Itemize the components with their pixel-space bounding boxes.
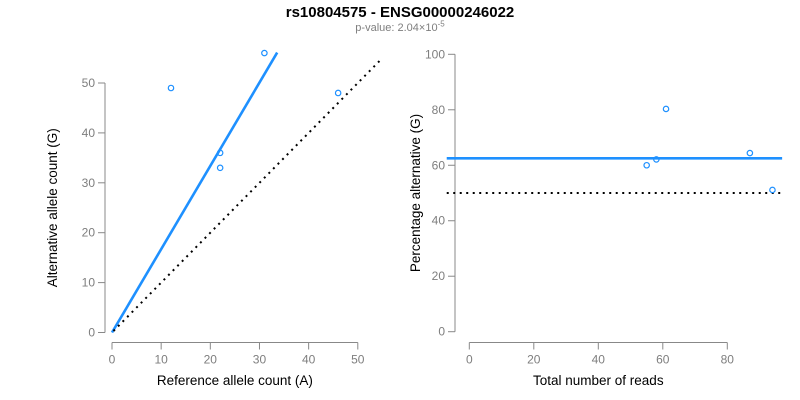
y-tick-label: 60 xyxy=(432,158,446,172)
y-axis-title: Alternative allele count (G) xyxy=(45,128,60,287)
fit-line xyxy=(110,51,279,334)
figure-subtitle: p-value: 2.04×10-5 xyxy=(0,19,800,34)
y-tick-label: 30 xyxy=(82,176,96,190)
x-tick-label: 50 xyxy=(351,353,365,367)
data-point xyxy=(746,149,754,157)
data-point xyxy=(769,186,776,194)
x-tick-label: 0 xyxy=(466,353,473,367)
y-tick-label: 20 xyxy=(432,269,446,283)
figure-title: rs10804575 - ENSG00000246022 xyxy=(285,4,515,21)
y-tick-label: 80 xyxy=(432,103,446,117)
x-tick-label: 10 xyxy=(154,353,168,367)
data-point xyxy=(167,84,175,92)
x-tick-label: 60 xyxy=(656,353,670,367)
pvalue-exponent: -5 xyxy=(437,19,445,29)
x-tick-label: 40 xyxy=(592,353,606,367)
y-tick-label: 0 xyxy=(88,326,95,340)
y-tick-label: 40 xyxy=(82,126,96,140)
y-tick-label: 40 xyxy=(432,214,446,228)
data-point xyxy=(216,149,224,157)
y-tick-label: 20 xyxy=(82,226,96,240)
x-tick-label: 20 xyxy=(527,353,541,367)
right-scatter-plot: 0 20 40 60 80 100 0 20 40 60 80 Total number of rea… xyxy=(408,47,783,388)
x-tick-label: 80 xyxy=(721,353,735,367)
y-tick-label: 100 xyxy=(425,47,445,61)
x-axis-title: Total number of reads xyxy=(533,373,664,388)
x-tick-label: 40 xyxy=(302,353,316,367)
x-tick-label: 30 xyxy=(253,353,267,367)
data-point xyxy=(216,164,224,172)
x-axis-title: Reference allele count (A) xyxy=(157,373,313,388)
identity-line xyxy=(112,60,381,332)
data-point xyxy=(261,49,268,57)
data-point xyxy=(334,89,342,97)
y-tick-label: 0 xyxy=(438,325,445,339)
data-point xyxy=(643,161,650,169)
data-point xyxy=(653,156,660,163)
data-point xyxy=(662,105,670,113)
left-scatter-plot: 0 10 20 30 40 50 0 10 20 30 40 50 Reference allele c… xyxy=(45,49,381,388)
y-tick-label: 50 xyxy=(82,76,96,90)
y-tick-label: 10 xyxy=(82,276,96,290)
x-tick-label: 0 xyxy=(109,353,116,367)
pvalue-text: p-value: 2.04×10 xyxy=(355,22,438,34)
y-axis-title: Percentage alternative (G) xyxy=(408,114,423,272)
x-tick-label: 20 xyxy=(204,353,218,367)
